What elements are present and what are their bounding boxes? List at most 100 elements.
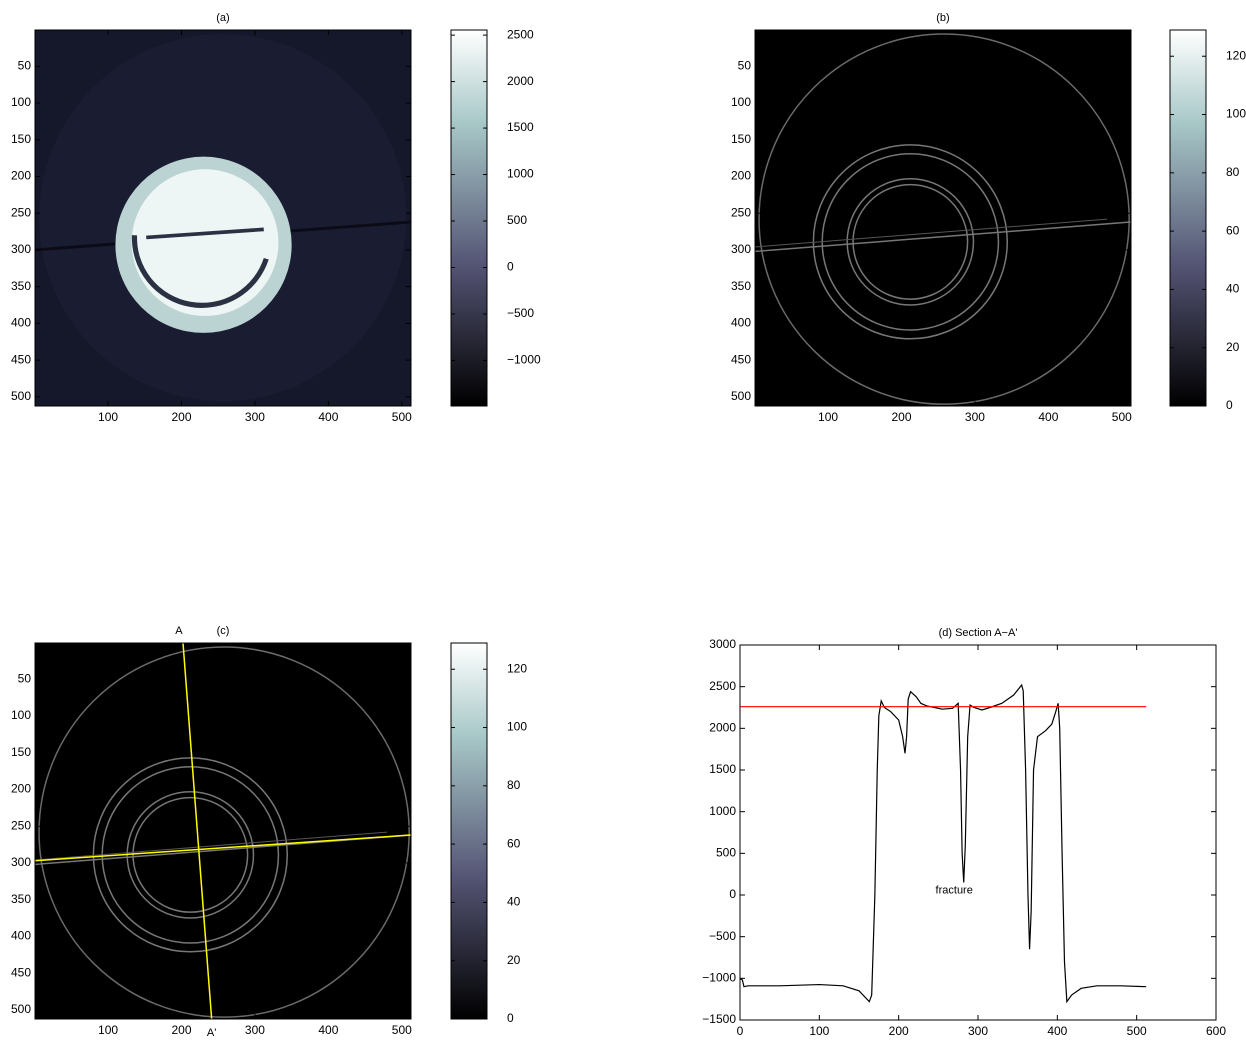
y-tick-label: 250 xyxy=(731,205,751,219)
chart-title: (d) Section A−A' xyxy=(939,627,1018,639)
y-tick-label: 0 xyxy=(729,887,736,901)
series-line xyxy=(740,685,1146,1002)
colorbar-tick-label: 80 xyxy=(1226,165,1240,179)
colorbar-tick-label: 1000 xyxy=(507,167,534,181)
y-tick-label: 300 xyxy=(731,242,751,256)
y-tick-label: 200 xyxy=(11,169,31,183)
y-tick-label: 50 xyxy=(18,59,32,73)
y-tick-label: 500 xyxy=(716,846,736,860)
colorbar-tick-label: −500 xyxy=(507,306,534,320)
x-tick-label: 0 xyxy=(737,1024,744,1038)
y-tick-label: −1000 xyxy=(702,971,736,985)
plot-area xyxy=(755,30,1131,406)
x-tick-label: 100 xyxy=(809,1024,829,1038)
y-tick-label: −500 xyxy=(709,929,736,943)
y-tick-label: 350 xyxy=(11,279,31,293)
x-tick-label: 300 xyxy=(965,410,985,424)
y-tick-label: 500 xyxy=(731,389,751,403)
y-tick-label: 2500 xyxy=(709,679,736,693)
colorbar-tick-label: 0 xyxy=(507,260,514,274)
x-tick-label: 100 xyxy=(818,410,838,424)
section-label: A xyxy=(175,625,183,637)
y-tick-label: 300 xyxy=(11,855,31,869)
x-tick-label: 400 xyxy=(318,1023,338,1037)
y-tick-label: 200 xyxy=(11,782,31,796)
y-tick-label: 100 xyxy=(11,708,31,722)
tablet xyxy=(132,169,279,316)
x-tick-label: 200 xyxy=(889,1024,909,1038)
figure: (a)−1000−5000500100015002000250010020030… xyxy=(0,0,1246,1040)
x-tick-label: 300 xyxy=(245,1023,265,1037)
chart-title: (a) xyxy=(216,12,229,24)
y-tick-label: 50 xyxy=(738,59,752,73)
plot-area xyxy=(35,643,411,1019)
x-tick-label: 600 xyxy=(1206,1024,1226,1038)
chart-title: (b) xyxy=(936,12,949,24)
x-tick-label: 100 xyxy=(98,410,118,424)
x-tick-label: 500 xyxy=(1127,1024,1147,1038)
y-tick-label: 500 xyxy=(11,1002,31,1016)
colorbar-tick-label: 40 xyxy=(1226,282,1240,296)
plot-area xyxy=(740,685,1146,1002)
x-tick-label: 400 xyxy=(1038,410,1058,424)
section-label: A' xyxy=(207,1027,216,1039)
chart-title: (c) xyxy=(217,625,230,637)
x-tick-label: 400 xyxy=(318,410,338,424)
plot-area xyxy=(35,30,411,406)
colorbar xyxy=(1170,30,1206,406)
y-tick-label: 250 xyxy=(11,205,31,219)
y-tick-label: 300 xyxy=(11,242,31,256)
colorbar-tick-label: 1500 xyxy=(507,120,534,134)
y-tick-label: 100 xyxy=(731,95,751,109)
x-tick-label: 300 xyxy=(245,410,265,424)
colorbar-tick-label: 100 xyxy=(507,720,527,734)
colorbar-tick-label: 2000 xyxy=(507,74,534,88)
y-tick-label: 100 xyxy=(11,95,31,109)
colorbar xyxy=(451,643,487,1019)
y-tick-label: 450 xyxy=(11,965,31,979)
y-tick-label: 350 xyxy=(731,279,751,293)
y-tick-label: 150 xyxy=(731,132,751,146)
panel: (b) 0 20 40 60 80 100 120 100 200 300 400 500 50 100 15… xyxy=(731,12,1246,424)
colorbar xyxy=(451,30,487,406)
colorbar-tick-label: 60 xyxy=(1226,223,1240,237)
panel: (d) Section A−A' fracture 0 100 200 300 400 500… xyxy=(702,627,1226,1038)
y-tick-label: −1500 xyxy=(702,1012,736,1026)
y-tick-label: 150 xyxy=(11,132,31,146)
y-tick-label: 400 xyxy=(11,316,31,330)
annotation: fracture xyxy=(936,885,973,897)
x-tick-label: 400 xyxy=(1047,1024,1067,1038)
y-tick-label: 200 xyxy=(731,169,751,183)
colorbar-tick-label: 20 xyxy=(507,953,521,967)
y-tick-label: 50 xyxy=(18,672,32,686)
y-tick-label: 400 xyxy=(11,929,31,943)
y-tick-label: 1000 xyxy=(709,804,736,818)
y-tick-label: 150 xyxy=(11,745,31,759)
y-tick-label: 2000 xyxy=(709,721,736,735)
colorbar-tick-label: 120 xyxy=(1226,48,1246,62)
x-tick-label: 200 xyxy=(171,1023,191,1037)
colorbar-tick-label: 120 xyxy=(507,661,527,675)
y-tick-label: 3000 xyxy=(709,637,736,651)
colorbar-tick-label: 0 xyxy=(507,1011,514,1025)
colorbar-tick-label: 60 xyxy=(507,836,521,850)
y-tick-label: 500 xyxy=(11,389,31,403)
colorbar-tick-label: 100 xyxy=(1226,107,1246,121)
colorbar-tick-label: 20 xyxy=(1226,340,1240,354)
x-tick-label: 200 xyxy=(171,410,191,424)
y-tick-label: 250 xyxy=(11,818,31,832)
colorbar-tick-label: 0 xyxy=(1226,398,1233,412)
colorbar-tick-label: −1000 xyxy=(507,353,541,367)
y-tick-label: 1500 xyxy=(709,762,736,776)
colorbar-tick-label: 80 xyxy=(507,778,521,792)
y-tick-label: 450 xyxy=(11,352,31,366)
y-tick-label: 400 xyxy=(731,316,751,330)
colorbar-tick-label: 40 xyxy=(507,895,521,909)
x-tick-label: 500 xyxy=(1112,410,1132,424)
x-tick-label: 300 xyxy=(968,1024,988,1038)
y-tick-label: 450 xyxy=(731,352,751,366)
x-tick-label: 500 xyxy=(392,410,412,424)
axes-frame xyxy=(740,645,1216,1020)
